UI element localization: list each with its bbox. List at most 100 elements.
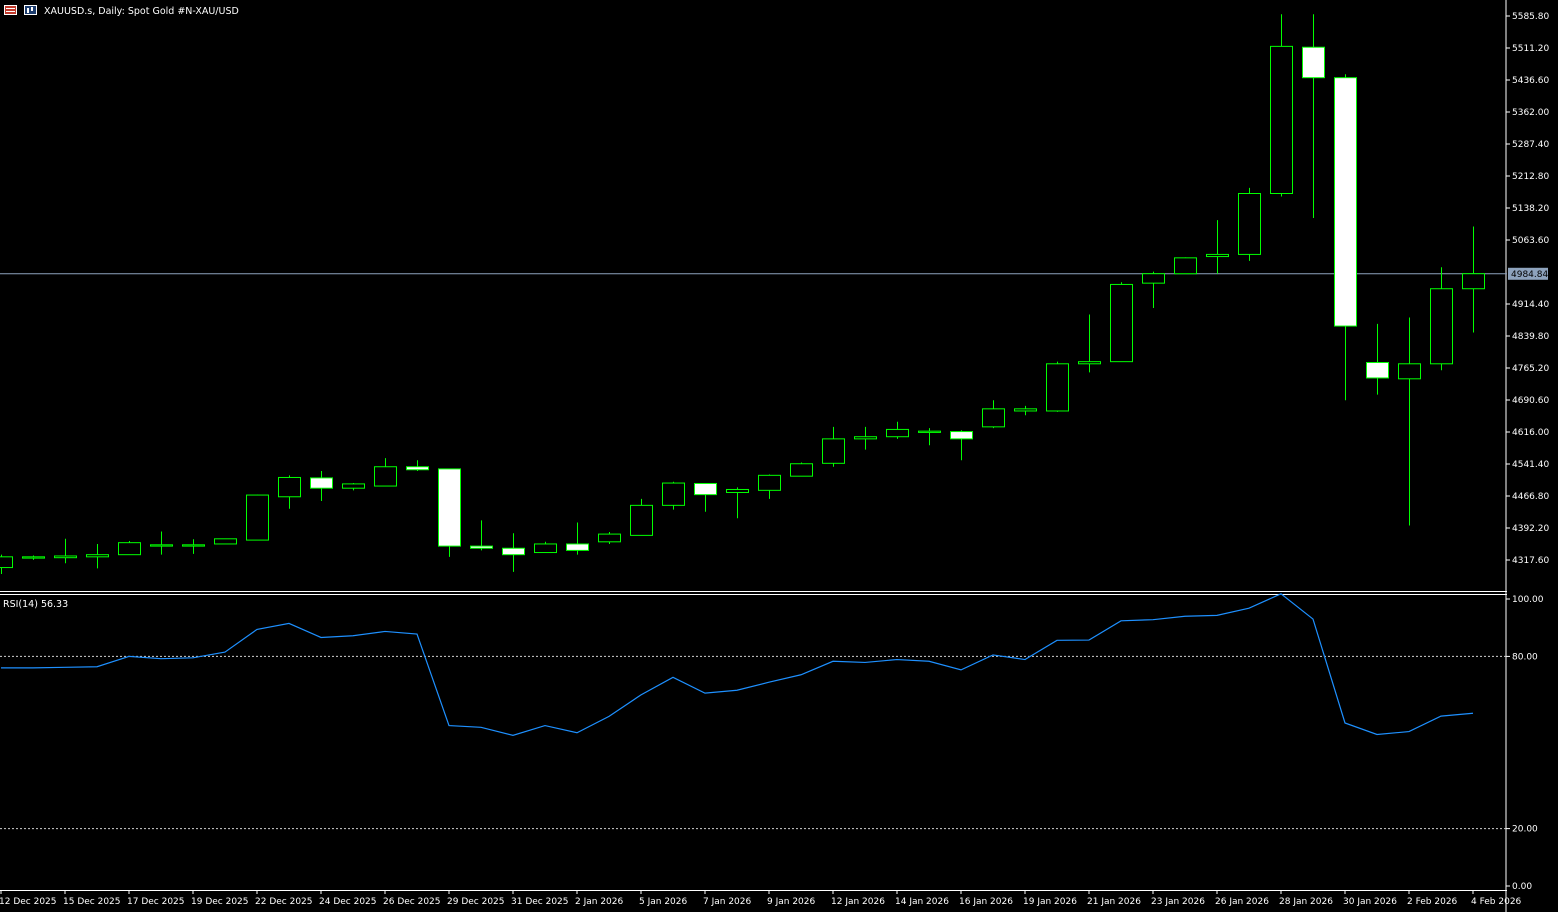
current-price-line: 4984.84 [0, 267, 1548, 280]
candle [1110, 282, 1133, 363]
candle-body-bull [1014, 408, 1037, 412]
rsi-tick-label: 0.00 [1512, 882, 1532, 892]
candle [470, 520, 493, 551]
candle-body-bull [1430, 288, 1453, 365]
candle-body-bear [438, 468, 461, 547]
candle [150, 531, 173, 555]
candle-body-bull [342, 483, 365, 489]
candle [1206, 220, 1229, 274]
candle-body-bull [822, 438, 845, 464]
price-axis: 5585.80 5511.20 5436.60 5362.00 5287.40 5212.… [1506, 12, 1549, 566]
candle-body-bear [566, 543, 589, 551]
price-tick-label: 5138.20 [1512, 204, 1549, 214]
bid-price-box [1508, 267, 1548, 280]
candle [1046, 361, 1069, 412]
candle [1462, 226, 1485, 333]
candle-body-bull [1078, 361, 1101, 365]
candle [22, 555, 45, 560]
candle-body-bear [1366, 362, 1389, 379]
candle [566, 522, 589, 555]
time-tick-label: 7 Jan 2026 [703, 897, 751, 907]
candle [1078, 314, 1101, 373]
candle [182, 539, 205, 554]
candle [278, 475, 301, 509]
candle-body-bull [86, 554, 109, 558]
candle [1014, 405, 1037, 416]
candle [726, 487, 749, 519]
rsi-tick-label: 80.00 [1512, 652, 1538, 662]
candle-body-bull [790, 463, 813, 477]
time-tick-label: 12 Jan 2026 [831, 897, 885, 907]
time-tick-label: 12 Dec 2025 [0, 897, 57, 907]
candle-body-bull [662, 482, 685, 506]
time-tick-label: 2 Jan 2026 [575, 897, 623, 907]
candle-body-bear [502, 547, 525, 556]
candle-body-bull [214, 538, 237, 545]
time-tick-label: 17 Dec 2025 [127, 897, 185, 907]
candle [918, 428, 941, 446]
candle [1430, 267, 1453, 371]
price-tick-label: 4839.80 [1512, 332, 1549, 342]
candle-body-bear [950, 431, 973, 440]
chart-title: XAUUSD.s, Daily: Spot Gold #N-XAU/USD [44, 6, 239, 17]
candles [0, 14, 1485, 574]
time-tick-label: 9 Jan 2026 [767, 897, 815, 907]
candle-body-bull [886, 428, 909, 438]
candle [310, 471, 333, 502]
rsi-axis: 100.00 80.00 20.00 0.00 [1506, 595, 1544, 892]
candle-body-bull [1142, 273, 1165, 284]
price-tick-label: 5436.60 [1512, 76, 1549, 86]
candle-body-bull [982, 408, 1005, 428]
time-tick-label: 19 Dec 2025 [191, 897, 249, 907]
candle [1366, 323, 1389, 395]
price-tick-label: 4616.00 [1512, 428, 1549, 438]
candle [630, 498, 653, 536]
candle-body-bull [1398, 363, 1421, 380]
candle-body-bull [534, 543, 557, 554]
candle [1238, 187, 1261, 261]
candle-body-bull [22, 556, 45, 559]
candle-body-bull [854, 436, 877, 440]
candle-body-bull [598, 533, 621, 543]
candle [598, 531, 621, 544]
candle [534, 541, 557, 554]
time-tick-label: 24 Dec 2025 [319, 897, 377, 907]
candle-body-bear [1302, 46, 1325, 79]
candle-body-bull [182, 544, 205, 547]
candle-body-bear [406, 466, 429, 471]
candle [1142, 271, 1165, 309]
candle-body-bull [630, 504, 653, 536]
time-tick-label: 31 Dec 2025 [511, 897, 569, 907]
candle [0, 554, 13, 574]
price-tick-label: 5362.00 [1512, 108, 1549, 118]
candle [886, 421, 909, 439]
price-tick-label: 4466.80 [1512, 492, 1549, 502]
candle [790, 462, 813, 477]
time-tick-label: 22 Dec 2025 [255, 897, 313, 907]
time-tick-label: 21 Jan 2026 [1087, 897, 1141, 907]
candle [822, 426, 845, 467]
rsi-line [1, 593, 1474, 736]
candle-body-bull [918, 430, 941, 433]
menu-icon[interactable] [4, 5, 17, 15]
time-tick-label: 4 Feb 2026 [1471, 897, 1522, 907]
time-tick-label: 26 Jan 2026 [1215, 897, 1269, 907]
chart-type-icon[interactable] [24, 5, 37, 15]
candle-body-bull [1046, 363, 1069, 412]
candle-body-bull [758, 474, 781, 491]
candle-body-bull [1270, 45, 1293, 195]
price-tick-label: 4765.20 [1512, 364, 1549, 374]
candle-body-bull [1462, 273, 1485, 290]
price-tick-label: 5063.60 [1512, 236, 1549, 246]
candle [502, 533, 525, 572]
candle [118, 540, 141, 556]
candle-body-bull [1110, 283, 1133, 363]
price-tick-label: 4392.20 [1512, 524, 1549, 534]
candle [438, 468, 461, 557]
time-tick-label: 14 Jan 2026 [895, 897, 949, 907]
candle [1398, 317, 1421, 526]
candle [374, 458, 397, 487]
candle-body-bull [1238, 193, 1261, 255]
